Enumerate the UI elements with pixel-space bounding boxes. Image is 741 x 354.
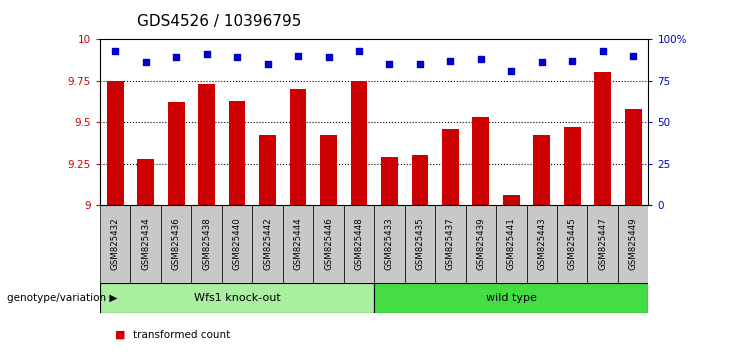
Text: GSM825444: GSM825444 <box>293 217 302 270</box>
Point <box>445 58 456 63</box>
Point <box>414 61 426 67</box>
Text: GSM825442: GSM825442 <box>263 217 272 270</box>
Text: GSM825449: GSM825449 <box>628 217 638 270</box>
Bar <box>313 205 344 283</box>
Text: GSM825436: GSM825436 <box>172 217 181 270</box>
Bar <box>594 72 611 205</box>
Text: genotype/variation ▶: genotype/variation ▶ <box>7 293 118 303</box>
Point <box>475 56 487 62</box>
Text: GSM825445: GSM825445 <box>568 217 576 270</box>
Bar <box>405 205 435 283</box>
Text: Wfs1 knock-out: Wfs1 knock-out <box>193 293 281 303</box>
Bar <box>100 205 130 283</box>
Point <box>536 59 548 65</box>
Bar <box>222 205 253 283</box>
Point <box>170 55 182 60</box>
Bar <box>374 283 648 313</box>
Point <box>505 68 517 73</box>
Text: transformed count: transformed count <box>133 330 230 339</box>
Bar <box>411 155 428 205</box>
Bar <box>161 205 191 283</box>
Bar <box>253 205 283 283</box>
Point <box>627 53 639 58</box>
Text: GSM825440: GSM825440 <box>233 217 242 270</box>
Point <box>597 48 608 53</box>
Bar <box>465 205 496 283</box>
Bar <box>496 205 527 283</box>
Bar <box>283 205 313 283</box>
Bar <box>199 84 215 205</box>
Point <box>292 53 304 58</box>
Bar <box>473 117 489 205</box>
Text: GSM825435: GSM825435 <box>416 217 425 270</box>
Bar <box>320 136 337 205</box>
Point <box>262 61 273 67</box>
Point <box>140 59 152 65</box>
Bar <box>374 205 405 283</box>
Bar <box>344 205 374 283</box>
Point <box>201 51 213 57</box>
Text: GSM825448: GSM825448 <box>354 217 364 270</box>
Bar <box>259 136 276 205</box>
Bar <box>229 101 245 205</box>
Bar <box>137 159 154 205</box>
Point <box>231 55 243 60</box>
Text: GSM825438: GSM825438 <box>202 217 211 270</box>
Text: GDS4526 / 10396795: GDS4526 / 10396795 <box>137 14 302 29</box>
Bar <box>100 283 374 313</box>
Bar <box>442 129 459 205</box>
Text: GSM825437: GSM825437 <box>446 217 455 270</box>
Text: GSM825434: GSM825434 <box>142 217 150 270</box>
Bar <box>191 205 222 283</box>
Text: GSM825447: GSM825447 <box>598 217 607 270</box>
Text: ■: ■ <box>115 330 125 339</box>
Text: GSM825441: GSM825441 <box>507 217 516 270</box>
Bar <box>350 80 368 205</box>
Bar <box>618 205 648 283</box>
Point <box>322 55 334 60</box>
Bar <box>130 205 161 283</box>
Text: wild type: wild type <box>486 293 536 303</box>
Text: GSM825439: GSM825439 <box>476 217 485 270</box>
Bar <box>435 205 465 283</box>
Bar <box>107 80 124 205</box>
Bar <box>527 205 557 283</box>
Bar <box>167 102 185 205</box>
Point <box>384 61 396 67</box>
Text: GSM825446: GSM825446 <box>324 217 333 270</box>
Bar <box>534 136 550 205</box>
Text: GSM825443: GSM825443 <box>537 217 546 270</box>
Point <box>110 48 122 53</box>
Bar <box>588 205 618 283</box>
Bar <box>381 157 398 205</box>
Text: GSM825432: GSM825432 <box>110 217 120 270</box>
Bar <box>557 205 588 283</box>
Point <box>566 58 578 63</box>
Point <box>353 48 365 53</box>
Bar <box>625 109 642 205</box>
Bar <box>564 127 581 205</box>
Bar <box>503 195 519 205</box>
Text: GSM825433: GSM825433 <box>385 217 394 270</box>
Bar <box>290 89 307 205</box>
